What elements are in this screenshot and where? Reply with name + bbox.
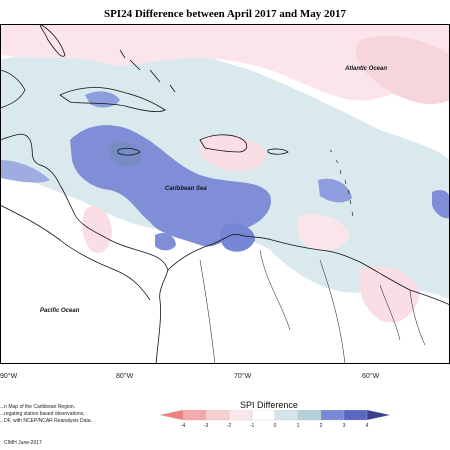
credit-line: ...DF, with NCEP/NCAR Reanalysis Data. (0, 418, 92, 424)
country-borders (199, 249, 426, 364)
map-title: SPI24 Difference between April 2017 and … (103, 8, 347, 20)
longitude-tick-label: 80°W (116, 373, 134, 380)
yucatan-outline (0, 69, 26, 109)
legend-title: SPI Difference (240, 400, 298, 410)
puerto-rico-outline (267, 148, 289, 155)
legend-tick-label: 1 (296, 423, 300, 429)
legend-color-swatch (297, 410, 322, 421)
spi-shading (0, 24, 450, 323)
legend-tick-label: -1 (249, 423, 255, 429)
longitude-tick-label: 90°W (0, 373, 18, 380)
lesser-antilles-outline (329, 149, 354, 217)
legend-color-swatch (251, 410, 276, 421)
pacific-coast (0, 204, 151, 301)
blue-region-venezuela (219, 223, 255, 252)
longitude-tick-label: 60°W (362, 373, 380, 380)
coastlines (0, 24, 450, 364)
pink-region-north (0, 24, 450, 101)
hispaniola-outline (199, 134, 248, 153)
legend-color-swatch (182, 410, 207, 421)
pink-region-hispaniola (198, 134, 266, 172)
legend-color-swatch (274, 410, 299, 421)
pink-region-east (356, 35, 450, 105)
longitude-tick-label: 70°W (234, 373, 252, 380)
legend-color-swatch (205, 410, 230, 421)
blue-region-lesser-antilles (318, 178, 352, 203)
blue-region-east (432, 190, 450, 219)
jamaica-outline (117, 147, 141, 156)
legend-tick-label: -4 (180, 423, 186, 429)
spi-difference-map: Atlantic Ocean Caribbean Sea Pacific Oce… (0, 24, 450, 364)
legend-tick-label: 4 (365, 423, 369, 429)
legend-color-swatch (159, 410, 184, 421)
atlantic-ocean-label: Atlantic Ocean (344, 66, 387, 72)
credit-line: ...n Map of the Caribbean Region. (0, 404, 76, 410)
caribbean-sea-label: Caribbean Sea (165, 186, 207, 192)
pink-region-southeast (358, 266, 420, 323)
legend-colorbar (159, 410, 391, 421)
cuba-outline (59, 87, 166, 113)
footer-credit: CIMH June-2017 (4, 440, 42, 446)
pink-region-west (82, 206, 112, 254)
blue-region-panama (155, 233, 176, 251)
legend-tick-label: -2 (226, 423, 232, 429)
legend-color-swatch (320, 410, 345, 421)
legend-tick-label: 3 (342, 423, 346, 429)
credit-line: ...regating station based observations, (0, 411, 85, 417)
pink-region-south (296, 213, 350, 251)
central-america-coast (0, 133, 169, 364)
pacific-ocean-label: Pacific Ocean (40, 308, 80, 314)
legend-color-swatch (343, 410, 368, 421)
blue-region-south (0, 160, 50, 183)
legend-color-swatch (366, 410, 391, 421)
legend-color-swatch (228, 410, 253, 421)
legend-tick-label: 2 (319, 423, 323, 429)
bahamas-outline (119, 49, 176, 93)
south-america-coast (167, 233, 450, 306)
legend-tick-label: -3 (203, 423, 209, 429)
florida-outline (39, 24, 66, 57)
legend-tick-label: 0 (273, 423, 277, 429)
